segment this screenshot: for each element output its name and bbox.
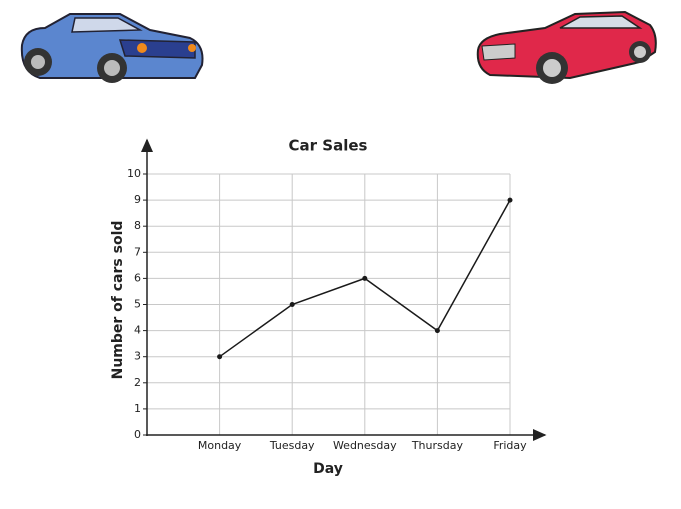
- data-point: [507, 197, 513, 203]
- x-tick-label: Tuesday: [269, 439, 315, 452]
- y-axis-label: Number of cars sold: [110, 221, 126, 380]
- x-tick-label: Monday: [198, 439, 242, 452]
- red-car-illustration: [476, 10, 657, 84]
- y-tick-label: 6: [134, 271, 141, 284]
- y-tick-label: 2: [134, 376, 141, 389]
- y-tick-label: 5: [134, 298, 141, 311]
- x-tick-label: Thursday: [411, 439, 464, 452]
- data-point: [434, 328, 440, 334]
- plot-area: [147, 173, 511, 436]
- data-point: [289, 302, 295, 307]
- y-tick-label: 7: [134, 245, 141, 258]
- blue-car-illustration: [20, 13, 204, 83]
- chart-title: Car Sales: [289, 137, 368, 155]
- data-point: [362, 275, 368, 281]
- x-tick-label: Wednesday: [333, 439, 397, 452]
- x-axis-label: Day: [313, 461, 343, 477]
- x-tick-label: Friday: [493, 439, 527, 452]
- y-tick-label: 9: [134, 193, 141, 206]
- data-point: [217, 354, 223, 360]
- y-tick-label: 4: [134, 324, 141, 337]
- y-tick-label: 3: [134, 350, 141, 363]
- y-tick-label: 8: [134, 219, 141, 232]
- y-tick-label: 0: [134, 428, 141, 441]
- y-tick-label: 1: [134, 402, 141, 415]
- y-tick-label: 10: [127, 167, 141, 180]
